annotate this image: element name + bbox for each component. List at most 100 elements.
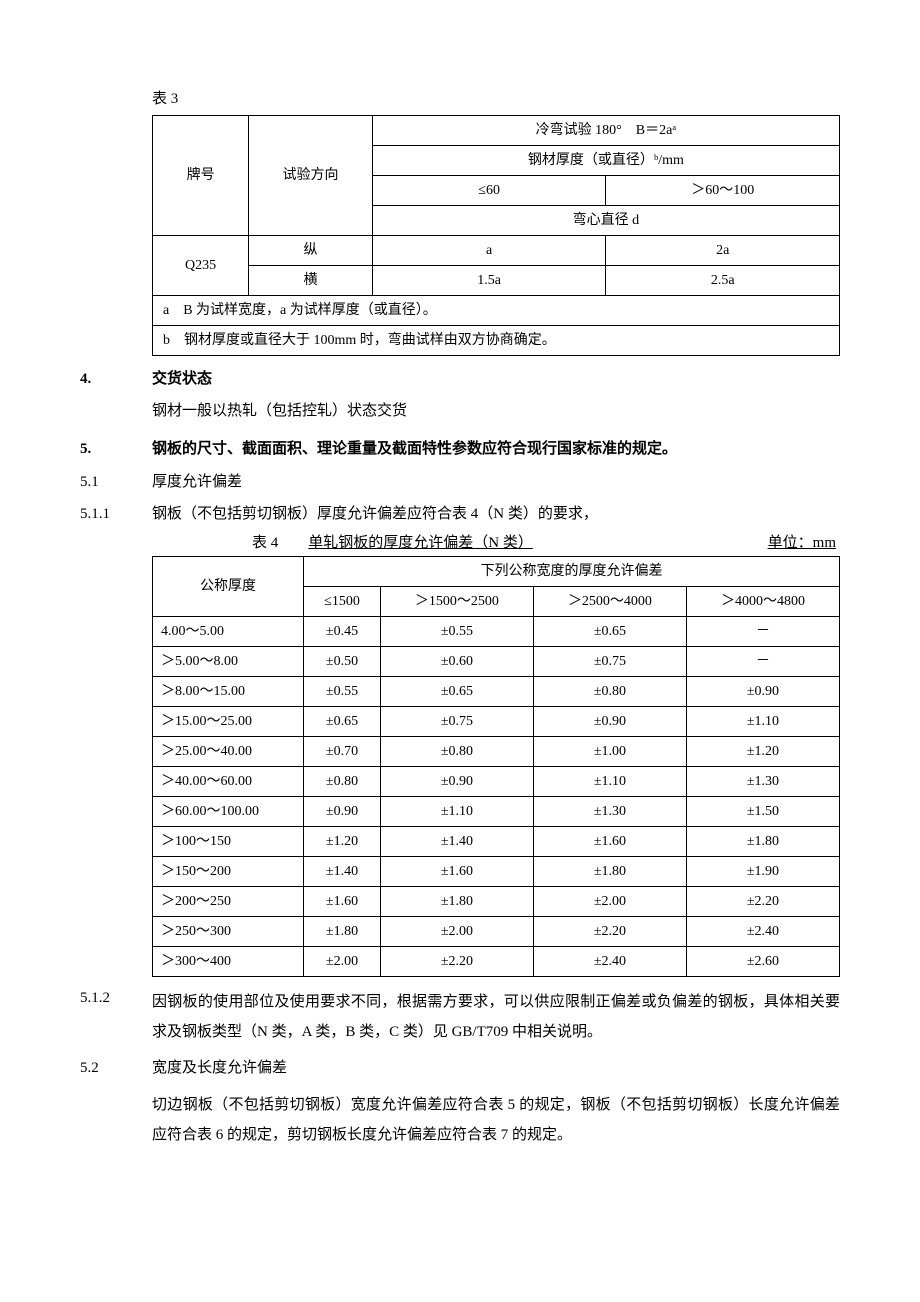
table3: 牌号 试验方向 冷弯试验 180° B＝2aᵃ 钢材厚度（或直径）ᵇ/mm ≤6… <box>152 115 840 356</box>
table-cell: ＞200～250 <box>153 887 304 917</box>
t4-h-span: 下列公称宽度的厚度允许偏差 <box>304 557 840 587</box>
table-cell: ＞100～150 <box>153 827 304 857</box>
table-cell: － <box>686 647 839 677</box>
s4-body: 钢材一般以热轧（包括控轧）状态交货 <box>152 396 840 426</box>
t3-v-long-1: a <box>372 235 606 265</box>
table-cell: ±1.20 <box>686 737 839 767</box>
s4-title: 交货状态 <box>152 368 840 391</box>
table-row: ＞60.00～100.00±0.90±1.10±1.30±1.50 <box>153 797 840 827</box>
s5-num: 5. <box>80 438 152 461</box>
t3-h-thickness: 钢材厚度（或直径）ᵇ/mm <box>372 145 839 175</box>
t3-h-bendcore: 弯心直径 d <box>372 205 839 235</box>
t4-cap-mid: 单轧钢板的厚度允许偏差（N 类） <box>308 535 533 551</box>
table-cell: ＞15.00～25.00 <box>153 707 304 737</box>
table-cell: ±1.80 <box>533 857 686 887</box>
table-cell: ±2.00 <box>380 917 533 947</box>
table-cell: ±0.55 <box>304 677 381 707</box>
table-cell: ±1.20 <box>304 827 381 857</box>
table-cell: ±1.00 <box>533 737 686 767</box>
table-cell: ＞40.00～60.00 <box>153 767 304 797</box>
table-cell: ＞300～400 <box>153 947 304 977</box>
t3-v-trans-1: 1.5a <box>372 265 606 295</box>
t4-cap-right: 单位：mm <box>768 532 836 555</box>
table4: 公称厚度 下列公称宽度的厚度允许偏差 ≤1500 ＞1500～2500 ＞250… <box>152 556 840 977</box>
table-row: ＞100～150±1.20±1.40±1.60±1.80 <box>153 827 840 857</box>
table-cell: ±2.20 <box>533 917 686 947</box>
table-cell: ±2.60 <box>686 947 839 977</box>
table-row: ＞15.00～25.00±0.65±0.75±0.90±1.10 <box>153 707 840 737</box>
t3-col-60-100: ＞60～100 <box>606 175 840 205</box>
s5-title: 钢板的尺寸、截面面积、理论重量及截面特性参数应符合现行国家标准的规定。 <box>152 438 840 461</box>
table-cell: ＞25.00～40.00 <box>153 737 304 767</box>
table-cell: 4.00～5.00 <box>153 617 304 647</box>
table-cell: ±1.30 <box>533 797 686 827</box>
table-cell: ±2.40 <box>686 917 839 947</box>
s4-num: 4. <box>80 368 152 391</box>
table3-label: 表 3 <box>152 88 840 111</box>
t4-col-0: ≤1500 <box>304 587 381 617</box>
table-cell: ±2.20 <box>686 887 839 917</box>
table-cell: ±1.80 <box>686 827 839 857</box>
table-cell: ±0.75 <box>533 647 686 677</box>
s5-1-2-text: 因钢板的使用部位及使用要求不同，根据需方要求，可以供应限制正偏差或负偏差的钢板，… <box>152 987 840 1047</box>
table-row: 4.00～5.00±0.45±0.55±0.65－ <box>153 617 840 647</box>
t3-h-dir: 试验方向 <box>249 115 373 235</box>
table-cell: ＞60.00～100.00 <box>153 797 304 827</box>
t3-h-grade: 牌号 <box>153 115 249 235</box>
table-cell: ±1.60 <box>380 857 533 887</box>
table-cell: ±0.55 <box>380 617 533 647</box>
t4-cap-left: 表 4 <box>252 535 278 551</box>
t4-col-2: ＞2500～4000 <box>533 587 686 617</box>
table-cell: ±1.10 <box>380 797 533 827</box>
table-cell: ＞250～300 <box>153 917 304 947</box>
table-cell: ±0.65 <box>533 617 686 647</box>
t4-h-nominal: 公称厚度 <box>153 557 304 617</box>
table-cell: ±0.50 <box>304 647 381 677</box>
table-cell: ±1.90 <box>686 857 839 887</box>
table-row: ＞250～300±1.80±2.00±2.20±2.40 <box>153 917 840 947</box>
table-cell: ±1.60 <box>533 827 686 857</box>
t3-note-b: b 钢材厚度或直径大于 100mm 时，弯曲试样由双方协商确定。 <box>153 325 840 355</box>
table-cell: ±0.70 <box>304 737 381 767</box>
table-cell: ±1.80 <box>380 887 533 917</box>
table-cell: ＞150～200 <box>153 857 304 887</box>
t3-v-long-2: 2a <box>606 235 840 265</box>
table-cell: ±1.10 <box>686 707 839 737</box>
table-cell: ±0.80 <box>533 677 686 707</box>
t4-col-3: ＞4000～4800 <box>686 587 839 617</box>
table-row: ＞150～200±1.40±1.60±1.80±1.90 <box>153 857 840 887</box>
table-cell: ±2.40 <box>533 947 686 977</box>
table-cell: ±0.75 <box>380 707 533 737</box>
table-row: ＞200～250±1.60±1.80±2.00±2.20 <box>153 887 840 917</box>
table-cell: ±2.20 <box>380 947 533 977</box>
t4-col-1: ＞1500～2500 <box>380 587 533 617</box>
s5-1-title: 厚度允许偏差 <box>152 471 840 494</box>
table-cell: ±0.80 <box>304 767 381 797</box>
table-cell: ±0.45 <box>304 617 381 647</box>
table-cell: ＞5.00～8.00 <box>153 647 304 677</box>
table-cell: ±2.00 <box>304 947 381 977</box>
table4-caption: 表 4 单轧钢板的厚度允许偏差（N 类） 单位：mm <box>152 532 840 555</box>
table-cell: ±0.80 <box>380 737 533 767</box>
table-cell: － <box>686 617 839 647</box>
s5-1-1-num: 5.1.1 <box>80 503 152 526</box>
table-row: ＞8.00～15.00±0.55±0.65±0.80±0.90 <box>153 677 840 707</box>
table-cell: ±0.90 <box>380 767 533 797</box>
t3-note-a: a B 为试样宽度，a 为试样厚度（或直径）。 <box>153 295 840 325</box>
table-cell: ±1.60 <box>304 887 381 917</box>
table-row: ＞300～400±2.00±2.20±2.40±2.60 <box>153 947 840 977</box>
s5-2-body: 切边钢板（不包括剪切钢板）宽度允许偏差应符合表 5 的规定，钢板（不包括剪切钢板… <box>152 1090 840 1150</box>
table-cell: ±1.10 <box>533 767 686 797</box>
table-cell: ±0.90 <box>304 797 381 827</box>
table-cell: ＞8.00～15.00 <box>153 677 304 707</box>
s5-1-2-num: 5.1.2 <box>80 987 152 1047</box>
table-cell: ±0.90 <box>686 677 839 707</box>
table-cell: ±0.65 <box>380 677 533 707</box>
table-cell: ±0.90 <box>533 707 686 737</box>
table-cell: ±0.65 <box>304 707 381 737</box>
t3-v-trans-2: 2.5a <box>606 265 840 295</box>
table-cell: ±1.50 <box>686 797 839 827</box>
s5-2-num: 5.2 <box>80 1057 152 1150</box>
s5-1-1-text: 钢板（不包括剪切钢板）厚度允许偏差应符合表 4（N 类）的要求， <box>152 503 840 526</box>
table-cell: ±1.30 <box>686 767 839 797</box>
